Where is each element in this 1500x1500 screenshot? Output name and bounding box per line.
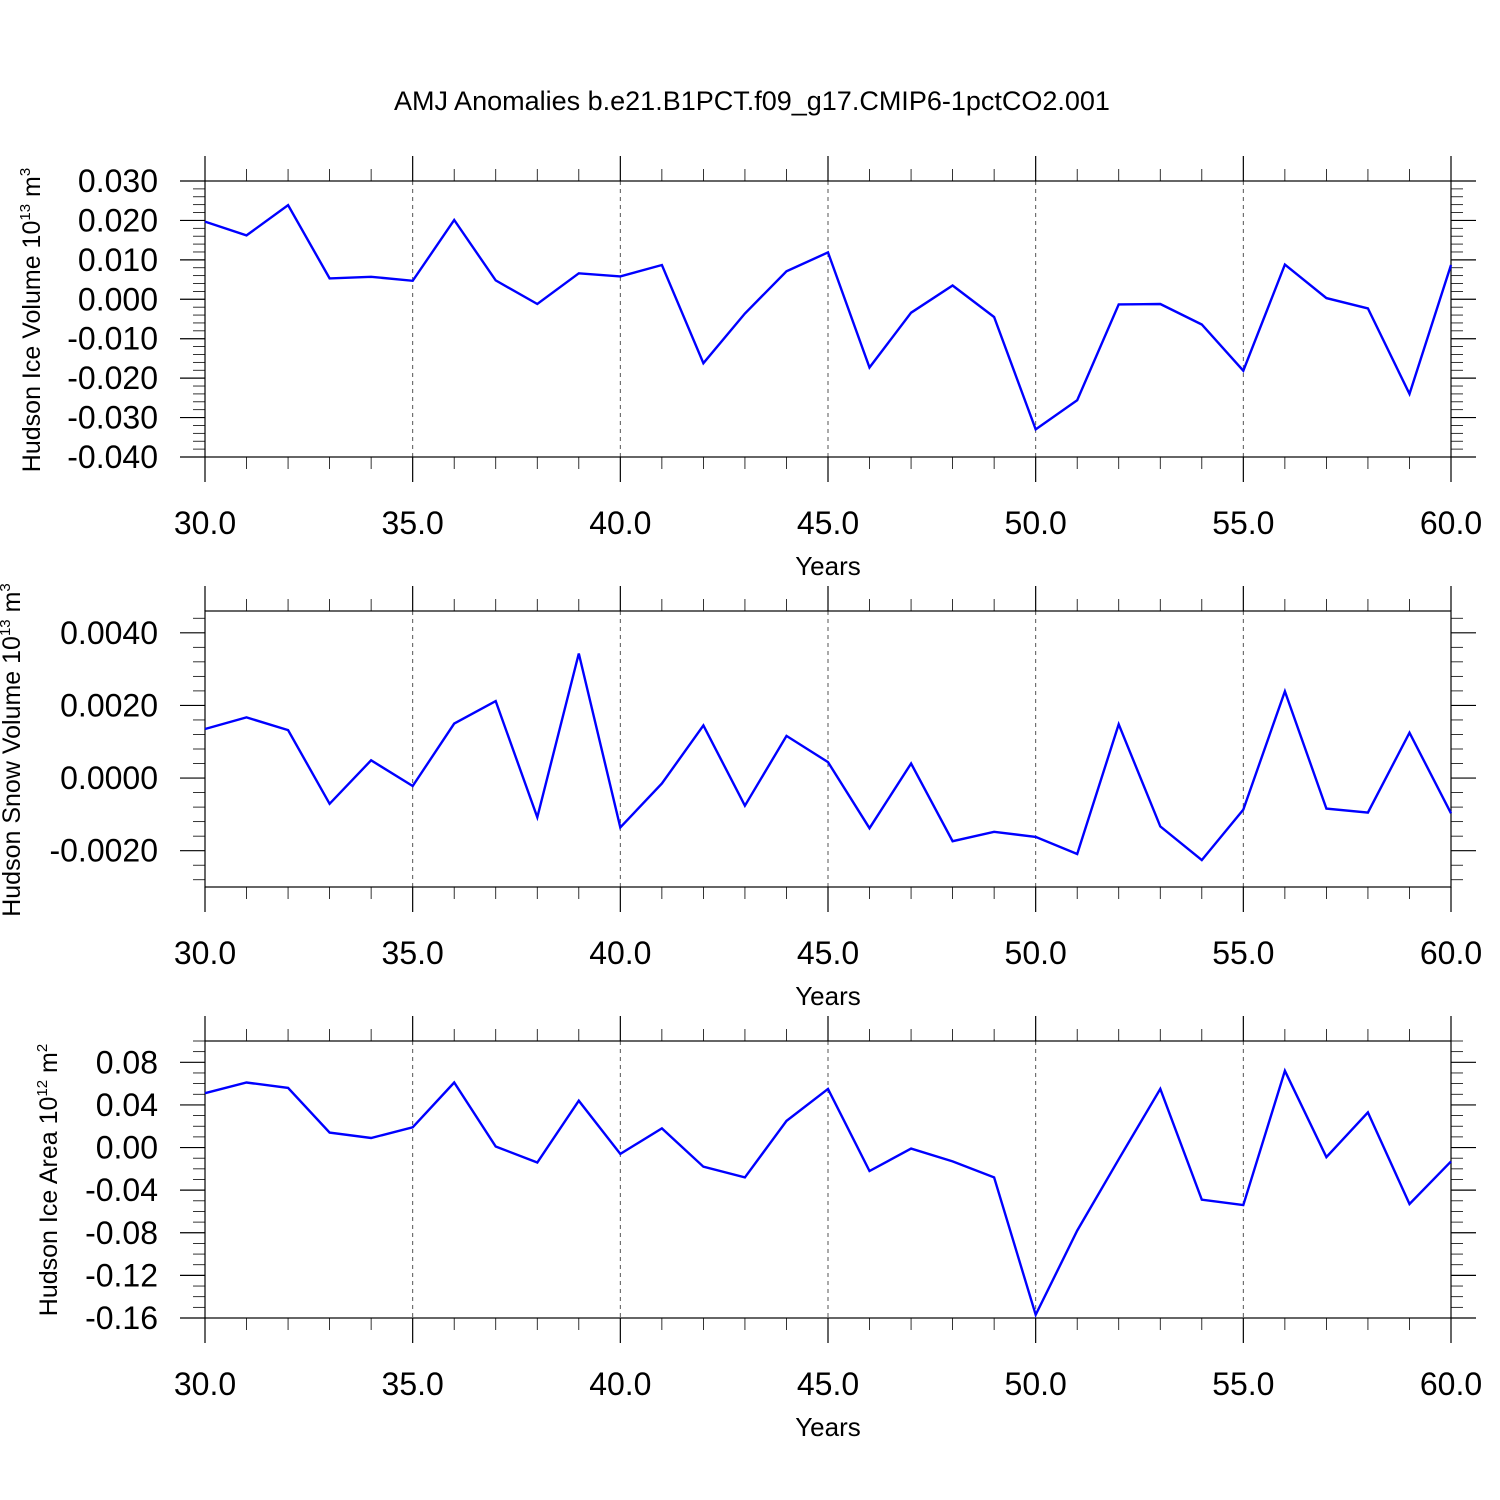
x-axis-label: Years	[795, 551, 861, 581]
y-tick-label: 0.0040	[60, 615, 158, 651]
y-tick-label: 0.010	[78, 242, 158, 278]
x-tick-label: 40.0	[589, 1366, 651, 1402]
x-tick-label: 30.0	[174, 1366, 236, 1402]
y-tick-label: 0.000	[78, 281, 158, 317]
y-tick-label: 0.00	[96, 1130, 158, 1166]
chart-title: AMJ Anomalies b.e21.B1PCT.f09_g17.CMIP6-…	[394, 86, 1110, 116]
x-tick-label: 55.0	[1212, 1366, 1274, 1402]
series-line	[204, 203, 1453, 432]
panel-3: 30.0 35.0 40.0 45.0 50.0 55.0 60.0 0.08 0.04 0.00…	[34, 1016, 1482, 1442]
x-axis-label: Years	[795, 981, 861, 1011]
x-tick-label: 55.0	[1212, 505, 1274, 541]
y-tick-label: -0.030	[67, 400, 158, 436]
series-line	[204, 1067, 1452, 1319]
x-axis-label: Years	[795, 1412, 861, 1442]
x-tick-label: 60.0	[1420, 505, 1482, 541]
x-tick-label: 35.0	[382, 505, 444, 541]
y-axis-label: Hudson Ice Volume 1013 m3	[17, 168, 46, 472]
series-line	[204, 653, 1453, 862]
panel-2: 30.0 35.0 40.0 45.0 50.0 55.0 60.0 0.0040 0.0020…	[0, 583, 1482, 1011]
y-tick-label: -0.0020	[49, 833, 158, 869]
y-tick-label: 0.08	[96, 1044, 158, 1080]
y-tick-label: -0.12	[85, 1257, 158, 1293]
y-tick-label: 0.0020	[60, 687, 158, 723]
y-tick-label: 0.0000	[60, 760, 158, 796]
y-tick-label: -0.010	[67, 321, 158, 357]
y-tick-label: -0.040	[67, 439, 158, 475]
x-tick-label: 55.0	[1212, 935, 1274, 971]
x-tick-label: 50.0	[1005, 1366, 1067, 1402]
x-tick-label: 60.0	[1420, 1366, 1482, 1402]
y-tick-label: -0.020	[67, 360, 158, 396]
y-tick-label: -0.16	[85, 1300, 158, 1336]
x-tick-label: 40.0	[589, 935, 651, 971]
x-tick-label: 45.0	[797, 505, 859, 541]
y-tick-label: 0.04	[96, 1087, 158, 1123]
x-tick-label: 50.0	[1005, 505, 1067, 541]
x-tick-label: 35.0	[382, 1366, 444, 1402]
x-tick-label: 45.0	[797, 935, 859, 971]
x-tick-label: 30.0	[174, 935, 236, 971]
y-axis-label: Hudson Snow Volume 1013 m3	[0, 583, 26, 917]
x-tick-label: 30.0	[174, 505, 236, 541]
x-tick-label: 60.0	[1420, 935, 1482, 971]
x-tick-label: 45.0	[797, 1366, 859, 1402]
y-axis-label: Hudson Ice Area 1012 m2	[34, 1044, 63, 1316]
y-tick-label: -0.04	[85, 1172, 158, 1208]
x-tick-label: 50.0	[1005, 935, 1067, 971]
y-tick-label: 0.020	[78, 202, 158, 238]
y-tick-label: 0.030	[78, 163, 158, 199]
y-tick-label: -0.08	[85, 1215, 158, 1251]
x-tick-label: 40.0	[589, 505, 651, 541]
x-tick-label: 35.0	[382, 935, 444, 971]
